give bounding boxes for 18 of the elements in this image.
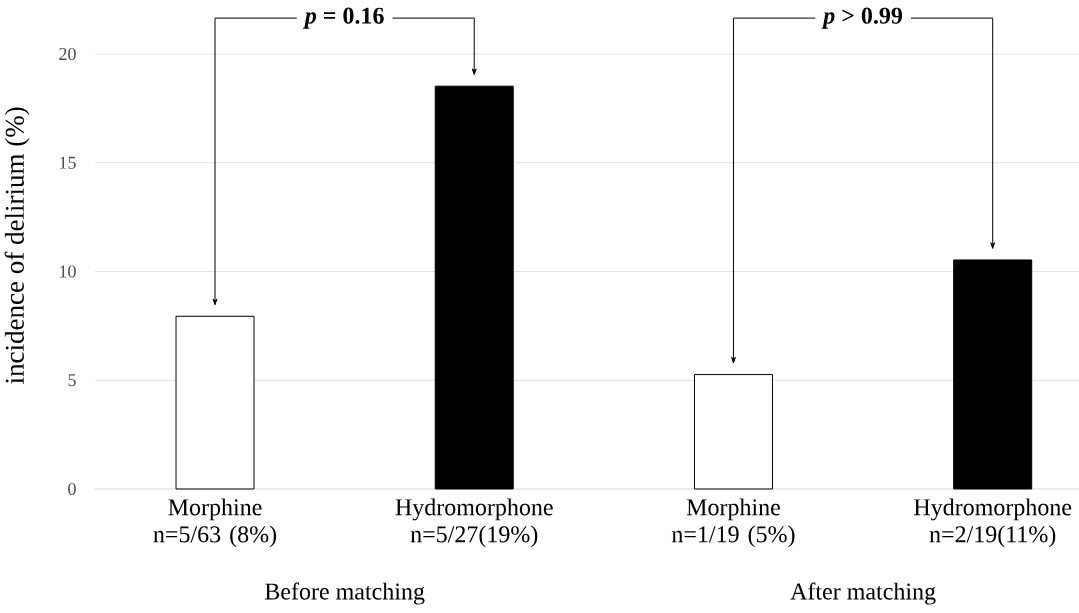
y-tick-label: 10 [60, 265, 76, 278]
x-tick-label: Morphine n=5/63 (8%) [153, 498, 277, 548]
text: p > 0.99 [821, 7, 903, 29]
y-tick-label: 20 [59, 47, 76, 61]
text: p = 0.16 [303, 7, 384, 29]
bar [693, 374, 773, 490]
y-tick-label: 15 [60, 156, 76, 169]
y-tick-label: 5 [68, 374, 76, 387]
text: Before matching [265, 582, 425, 605]
bar [434, 85, 514, 490]
x-tick-label: Hydromorphone n=2/19(11%) [914, 498, 1072, 548]
x-tick-label: Morphine n=1/19 (5%) [671, 498, 795, 548]
bar [953, 259, 1033, 490]
text: After matching [790, 582, 936, 605]
y-axis-title: incidence of delirium (%) [4, 107, 30, 384]
bar [175, 315, 255, 490]
x-tick-label: Hydromorphone n=5/27(19%) [395, 498, 553, 548]
y-tick-label: 0 [68, 482, 76, 496]
